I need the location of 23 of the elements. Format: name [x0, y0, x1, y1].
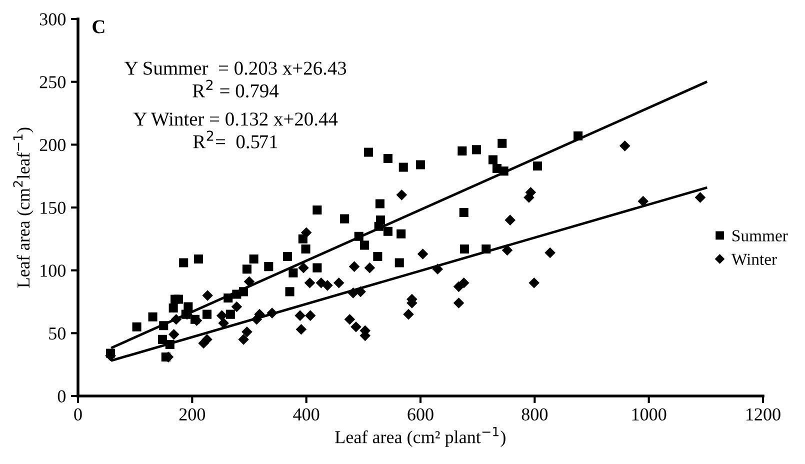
legend-label: Summer: [732, 230, 788, 242]
x-tick-label: 1200: [746, 408, 780, 421]
legend-label: Winter: [731, 254, 777, 266]
y-tick-label: 300: [40, 13, 66, 26]
annotation: Y Summer = 0.203 x+26.43: [124, 62, 346, 75]
y-tick-label: 250: [40, 76, 66, 88]
annotation: R$^{2}$ = 0.794: [192, 80, 279, 98]
y-tick-label: 200: [40, 138, 66, 152]
y-tick-label: 150: [40, 202, 66, 214]
y-tick-label: 100: [40, 264, 66, 277]
annotation: R$^{2}$= 0.571: [193, 130, 278, 148]
x-tick-label: 600: [408, 408, 434, 421]
y-tick-label: 50: [49, 327, 66, 340]
x-tick-label: 1000: [632, 408, 666, 421]
y-tick-label: 0: [58, 390, 66, 402]
y-axis-title: Leaf area (cm$^{2}$leaf$^{−1}$): [13, 128, 34, 288]
x-axis-title: Leaf area (cm² plant$^{−1}$): [335, 426, 506, 447]
x-tick-label: 400: [293, 408, 320, 421]
x-tick-label: 800: [522, 408, 548, 421]
x-tick-label: 0: [74, 408, 82, 421]
annotation: C: [92, 20, 104, 34]
annotation: Y Winter = 0.132 x+20.44: [133, 112, 338, 126]
x-tick-label: 200: [179, 408, 206, 421]
